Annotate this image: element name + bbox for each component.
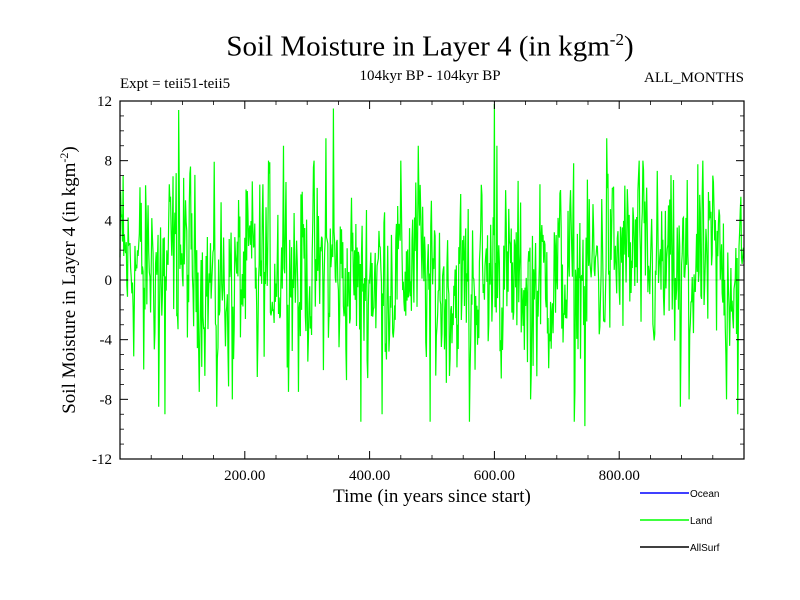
experiment-label: Expt = teii51-teii5 [120,76,231,92]
legend-label-allsurf: AllSurf [690,543,720,554]
chart-title-text: Soil Moisture in Layer 4 (in kgm [226,30,610,63]
x-axis-label: Time (in years since start) [333,486,531,507]
chart-title-superscript: -2 [609,30,624,49]
axis-ticks: -12 -8 -4 0 4 8 12 200.00 400.00 600.00 800.00 [92,94,744,484]
legend: Ocean Land AllSurf [640,489,720,554]
y-tick-label: -8 [100,392,113,408]
y-tick-label: -4 [100,333,113,349]
legend-label-ocean: Ocean [690,489,719,500]
x-tick-label: 800.00 [599,468,640,484]
y-tick-label: 12 [97,94,112,110]
x-tick-label: 400.00 [349,468,390,484]
chart-title-end: ) [623,30,634,63]
chart-title: Soil Moisture in Layer 4 (in kgm-2) [0,30,800,64]
y-tick-label: 0 [105,273,113,289]
x-tick-label: 600.00 [474,468,515,484]
y-tick-label: 4 [105,213,113,229]
chart-subtitle: 104kyr BP - 104kyr BP [359,68,501,84]
months-label: ALL_MONTHS [644,70,744,86]
series-land-line [119,103,745,427]
x-tick-label: 200.00 [224,468,265,484]
y-tick-label: -12 [92,452,112,468]
y-tick-label: 8 [105,154,113,170]
legend-label-land: Land [690,516,712,527]
plot-area [119,100,745,460]
